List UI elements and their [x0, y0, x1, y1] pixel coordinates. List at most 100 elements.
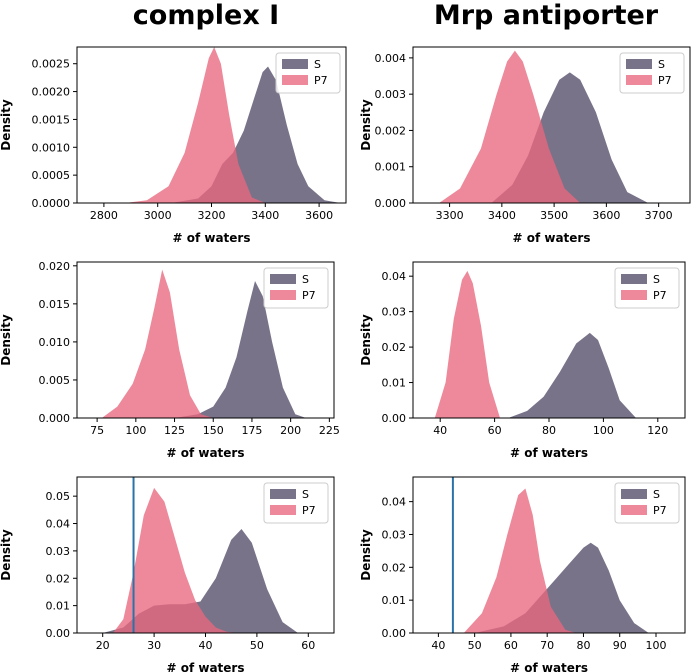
mrp-top-xtick-label: 3700 — [645, 209, 673, 222]
mrp-bottom-ytick-label: 0.03 — [382, 528, 407, 541]
mrp-bottom-xlabel: # of waters — [510, 661, 588, 672]
mrp-mid-legend-label-s: S — [653, 273, 660, 286]
complex-i-bottom-xtick-label: 30 — [147, 639, 161, 652]
complex-i-bottom-legend-swatch-p7 — [270, 505, 296, 515]
mrp-top-legend-label-p7: P7 — [658, 74, 672, 87]
complex-i-top-xlabel: # of waters — [173, 231, 251, 245]
complex-i-mid-xtick-label: 75 — [90, 424, 104, 437]
mrp-mid-legend-label-p7: P7 — [653, 289, 667, 302]
complex-i-mid-xtick-label: 225 — [319, 424, 340, 437]
mrp-bottom-xtick-label: 90 — [613, 639, 627, 652]
complex-i-bottom-xlabel: # of waters — [167, 661, 245, 672]
complex-i-bottom-ytick-label: 0.02 — [46, 572, 71, 585]
complex-i-top-ytick-label: 0.0015 — [32, 113, 71, 126]
mrp-mid-ytick-label: 0.01 — [382, 377, 407, 390]
complex-i-top-ytick-label: 0.0020 — [32, 86, 71, 99]
mrp-bottom-axes-frame — [412, 476, 686, 634]
mrp-bottom-ytick-label: 0.01 — [382, 594, 407, 607]
complex-i-bottom-ytick-label: 0.04 — [46, 518, 71, 531]
complex-i-top-panel: 2800 3000 3200 3400 3600 0.0000 0.0005 0.0010 0.… — [0, 46, 347, 245]
mrp-bottom-legend: S P7 — [614, 482, 680, 524]
mrp-bottom-ytick-label: 0.00 — [382, 627, 407, 640]
complex-i-mid-area-p7 — [101, 269, 214, 418]
mrp-mid-xtick-label: 40 — [433, 424, 447, 437]
complex-i-mid-ytick-label: 0.015 — [39, 298, 71, 311]
mrp-top-panel: 3300 3400 3500 3600 3700 0.000 0.001 0.002 0.003… — [359, 46, 691, 245]
mrp-bottom-xtick-label: 80 — [576, 639, 590, 652]
complex-i-mid-xtick-label: 200 — [280, 424, 301, 437]
mrp-top-ytick-label: 0.004 — [375, 52, 407, 65]
complex-i-top-legend-label-s: S — [314, 58, 321, 71]
complex-i-top-xtick-label: 3000 — [144, 209, 172, 222]
mrp-top-legend-swatch-s — [626, 59, 652, 69]
complex-i-mid-xtick-label: 125 — [164, 424, 185, 437]
complex-i-top-legend: S P7 — [275, 52, 341, 94]
complex-i-mid-legend-swatch-s — [270, 274, 296, 284]
complex-i-bottom-xtick-label: 20 — [96, 639, 110, 652]
mrp-top-legend-swatch-p7 — [626, 75, 652, 85]
mrp-top-area-p7 — [439, 50, 581, 203]
mrp-top-legend: S P7 — [619, 52, 685, 94]
mrp-top-legend-label-s: S — [658, 58, 665, 71]
mrp-mid-legend: S P7 — [614, 267, 680, 309]
mrp-mid-ytick-label: 0.04 — [382, 270, 407, 283]
mrp-top-xtick-label: 3500 — [540, 209, 568, 222]
complex-i-top-ytick-label: 0.0005 — [32, 169, 71, 182]
complex-i-top-legend-swatch-s — [282, 59, 308, 69]
complex-i-bottom-xtick-label: 60 — [301, 639, 315, 652]
column-title-complex-i: complex I — [133, 0, 279, 31]
mrp-bottom-legend-swatch-p7 — [621, 505, 647, 515]
mrp-mid-xtick-label: 120 — [647, 424, 668, 437]
complex-i-bottom-legend-label-p7: P7 — [302, 504, 316, 517]
complex-i-top-xtick-label: 2800 — [90, 209, 118, 222]
complex-i-mid-ylabel: Density — [0, 314, 13, 366]
complex-i-mid-legend-label-p7: P7 — [302, 289, 316, 302]
complex-i-mid-axes-frame — [76, 261, 335, 419]
complex-i-mid-xtick-label: 175 — [241, 424, 262, 437]
complex-i-mid-ytick-label: 0.020 — [39, 260, 71, 273]
mrp-mid-ytick-label: 0.02 — [382, 341, 407, 354]
complex-i-mid-panel: 75 100 125 150 175 200 225 0.000 0.005 0.010 0.015… — [0, 260, 340, 460]
complex-i-mid-area-s — [174, 281, 307, 418]
complex-i-top-xtick-label: 3200 — [198, 209, 226, 222]
complex-i-bottom-area-p7 — [113, 487, 237, 633]
complex-i-top-ytick-label: 0.0010 — [32, 141, 71, 154]
mrp-mid-legend-swatch-s — [621, 274, 647, 284]
complex-i-top-xtick-label: 3400 — [251, 209, 279, 222]
mrp-bottom-legend-label-p7: P7 — [653, 504, 667, 517]
mrp-top-ytick-label: 0.002 — [375, 124, 407, 137]
mrp-bottom-ylabel: Density — [359, 529, 373, 581]
mrp-bottom-xtick-label: 100 — [645, 639, 666, 652]
mrp-bottom-ytick-label: 0.02 — [382, 561, 407, 574]
complex-i-bottom-panel: 20 30 40 50 60 0.00 0.01 0.02 0.03 0.04 0.05 # of w… — [0, 476, 335, 672]
complex-i-top-ylabel: Density — [0, 99, 13, 151]
complex-i-bottom-ytick-label: 0.00 — [46, 627, 71, 640]
mrp-top-xtick-label: 3600 — [592, 209, 620, 222]
mrp-mid-xtick-label: 100 — [593, 424, 614, 437]
complex-i-bottom-ytick-label: 0.05 — [46, 490, 71, 503]
mrp-bottom-area-p7 — [463, 488, 577, 633]
complex-i-bottom-ylabel: Density — [0, 529, 13, 581]
complex-i-mid-legend-swatch-p7 — [270, 290, 296, 300]
complex-i-bottom-ytick-label: 0.01 — [46, 600, 71, 613]
mrp-bottom-legend-swatch-s — [621, 489, 647, 499]
mrp-top-ytick-label: 0.001 — [375, 161, 407, 174]
mrp-top-xlabel: # of waters — [513, 231, 591, 245]
mrp-mid-area-p7 — [434, 270, 500, 418]
complex-i-mid-ytick-label: 0.010 — [39, 336, 71, 349]
complex-i-mid-xtick-label: 100 — [125, 424, 146, 437]
complex-i-mid-xlabel: # of waters — [167, 446, 245, 460]
complex-i-mid-ytick-label: 0.000 — [39, 412, 71, 425]
mrp-bottom-ytick-label: 0.04 — [382, 496, 407, 509]
complex-i-bottom-xtick-label: 50 — [250, 639, 264, 652]
mrp-top-xtick-label: 3300 — [436, 209, 464, 222]
complex-i-bottom-ytick-label: 0.03 — [46, 545, 71, 558]
mrp-bottom-xtick-label: 50 — [468, 639, 482, 652]
complex-i-top-legend-swatch-p7 — [282, 75, 308, 85]
mrp-mid-xtick-label: 80 — [542, 424, 556, 437]
mrp-top-ytick-label: 0.000 — [375, 197, 407, 210]
mrp-bottom-xtick-label: 70 — [540, 639, 554, 652]
complex-i-mid-legend: S P7 — [263, 267, 329, 309]
complex-i-top-area-s — [171, 66, 341, 203]
